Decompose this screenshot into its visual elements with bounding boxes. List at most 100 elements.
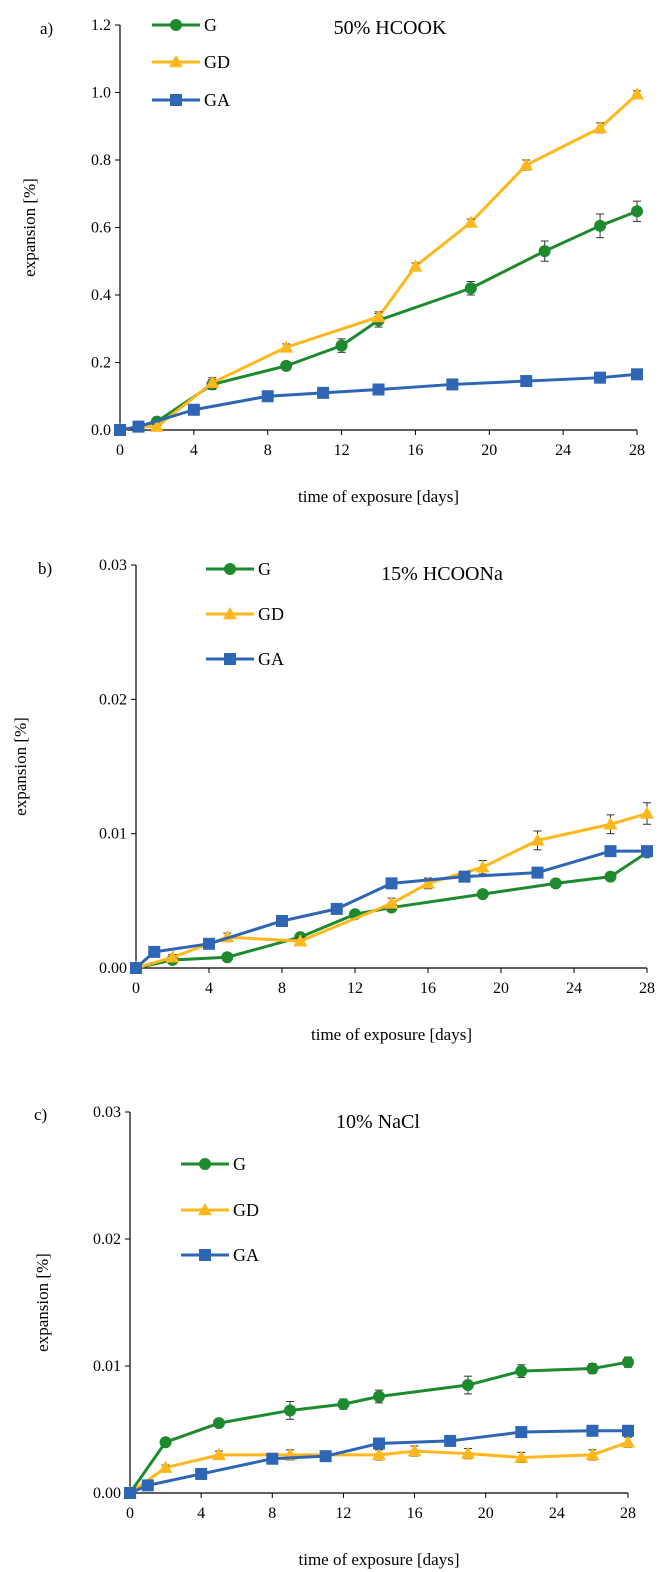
data-point-g <box>604 870 617 883</box>
data-point-gd <box>593 120 608 134</box>
legend-marker-ga <box>224 653 236 665</box>
x-tick-label: 16 <box>420 980 436 997</box>
x-tick-label: 28 <box>620 1505 636 1522</box>
x-axis-title: time of exposure [days] <box>298 487 459 506</box>
data-point-gd <box>421 876 435 889</box>
data-point-gd <box>519 158 534 171</box>
legend-label: GD <box>233 1200 259 1220</box>
data-point-gd <box>371 309 386 323</box>
legend-marker-gd <box>223 607 237 620</box>
data-point-gd <box>603 817 618 830</box>
x-tick-label: 4 <box>205 980 213 997</box>
data-point-ga <box>114 424 126 436</box>
legend-label: GA <box>258 649 284 669</box>
data-point-ga <box>203 937 215 950</box>
data-point-gd <box>475 860 490 873</box>
y-tick-label: 0.2 <box>91 355 111 372</box>
x-tick-label: 20 <box>493 980 509 997</box>
x-tick-label: 20 <box>481 442 497 459</box>
series-ga <box>124 1424 634 1499</box>
data-point-ga <box>261 390 274 403</box>
data-point-ga <box>330 902 343 915</box>
y-tick-label: 1.2 <box>91 17 111 34</box>
data-point-gd <box>205 375 220 388</box>
data-point-ga <box>594 371 607 384</box>
x-tick-label: 4 <box>190 442 198 459</box>
data-point-ga <box>148 945 161 958</box>
data-point-gd <box>630 87 644 100</box>
legend-entry-gd: GD <box>152 52 230 72</box>
x-tick-label: 8 <box>264 442 272 459</box>
panel-label: b) <box>38 559 52 578</box>
data-point-gd <box>279 340 294 353</box>
data-point-g <box>159 1436 172 1449</box>
data-point-ga <box>520 375 533 388</box>
data-point-gd <box>407 1444 422 1457</box>
data-point-ga <box>319 1450 332 1463</box>
x-tick-label: 12 <box>335 1505 351 1522</box>
y-tick-label: 0.03 <box>93 1104 121 1121</box>
x-tick-label: 4 <box>197 1505 205 1522</box>
data-point-ga <box>515 1426 528 1439</box>
x-tick-label: 16 <box>407 1505 423 1522</box>
y-axis-title: expansion [%] <box>11 717 30 816</box>
y-tick-label: 0.01 <box>93 1358 121 1375</box>
data-point-ga <box>446 378 459 391</box>
data-point-gd <box>585 1447 600 1461</box>
data-point-gd <box>149 419 164 432</box>
legend-label: G <box>204 15 217 35</box>
legend-label: GA <box>233 1245 259 1265</box>
legend-marker-ga <box>199 1249 211 1261</box>
data-point-ga <box>187 403 200 416</box>
data-point-gd <box>384 896 399 909</box>
chart-title: 10% NaCl <box>336 1111 420 1133</box>
data-point-gd <box>460 1446 475 1459</box>
data-point-ga <box>531 866 544 879</box>
data-point-ga <box>372 383 385 396</box>
y-tick-label: 1.0 <box>91 85 111 102</box>
data-point-g <box>461 1379 474 1392</box>
legend-label: GA <box>204 90 230 110</box>
chart-panel-a: 0.0 0.2 0.4 0.6 0.8 1.0 1.2 0 4 8 12 16 20 24 28 time o… <box>20 15 645 506</box>
y-tick-label: 0.8 <box>91 152 111 169</box>
x-tick-label: 24 <box>549 1505 565 1522</box>
y-tick-label: 0.03 <box>99 557 127 574</box>
chart-panel-b: 0.00 0.01 0.02 0.03 0 4 8 12 16 20 24 28 time of exp… <box>11 557 655 1044</box>
data-point-g <box>337 1398 350 1411</box>
legend-marker-g <box>224 563 236 575</box>
y-axis-title: expansion [%] <box>20 178 39 277</box>
legend-entry-g: G <box>181 1154 246 1174</box>
series-line <box>128 1360 629 1494</box>
series-ga <box>130 845 653 974</box>
y-tick-label: 0.00 <box>93 1485 121 1502</box>
data-point-ga <box>373 1437 385 1450</box>
data-point-ga <box>604 845 617 858</box>
chart-title: 50% HCOOK <box>334 17 447 39</box>
data-point-ga <box>124 1487 136 1499</box>
chart-title: 15% HCOONa <box>381 563 503 585</box>
legend-entry-ga: GA <box>152 90 230 110</box>
legend-entry-ga: GA <box>181 1245 259 1265</box>
data-point-g <box>280 359 293 372</box>
data-point-g <box>622 1356 634 1369</box>
data-point-g <box>538 245 551 258</box>
data-point-gd <box>621 1435 635 1448</box>
legend-marker-g <box>199 1158 211 1170</box>
x-tick-label: 28 <box>639 980 655 997</box>
data-point-g <box>221 951 234 964</box>
data-point-ga <box>266 1452 279 1465</box>
series-line <box>135 812 648 970</box>
legend-label: G <box>258 559 271 579</box>
data-point-ga <box>458 870 471 883</box>
data-point-ga <box>195 1467 208 1480</box>
chart-panel-c: 0.00 0.01 0.02 0.03 0 4 8 12 16 20 24 28 time of exp… <box>33 1104 636 1569</box>
data-point-gd <box>530 833 545 846</box>
y-tick-label: 0.0 <box>91 422 111 439</box>
data-point-g <box>594 219 607 232</box>
legend-marker-g <box>170 19 182 31</box>
x-tick-label: 20 <box>478 1505 494 1522</box>
data-point-ga <box>130 962 142 974</box>
data-point-g <box>549 877 562 890</box>
legend-entry-g: G <box>206 559 271 579</box>
series-line <box>135 849 647 970</box>
